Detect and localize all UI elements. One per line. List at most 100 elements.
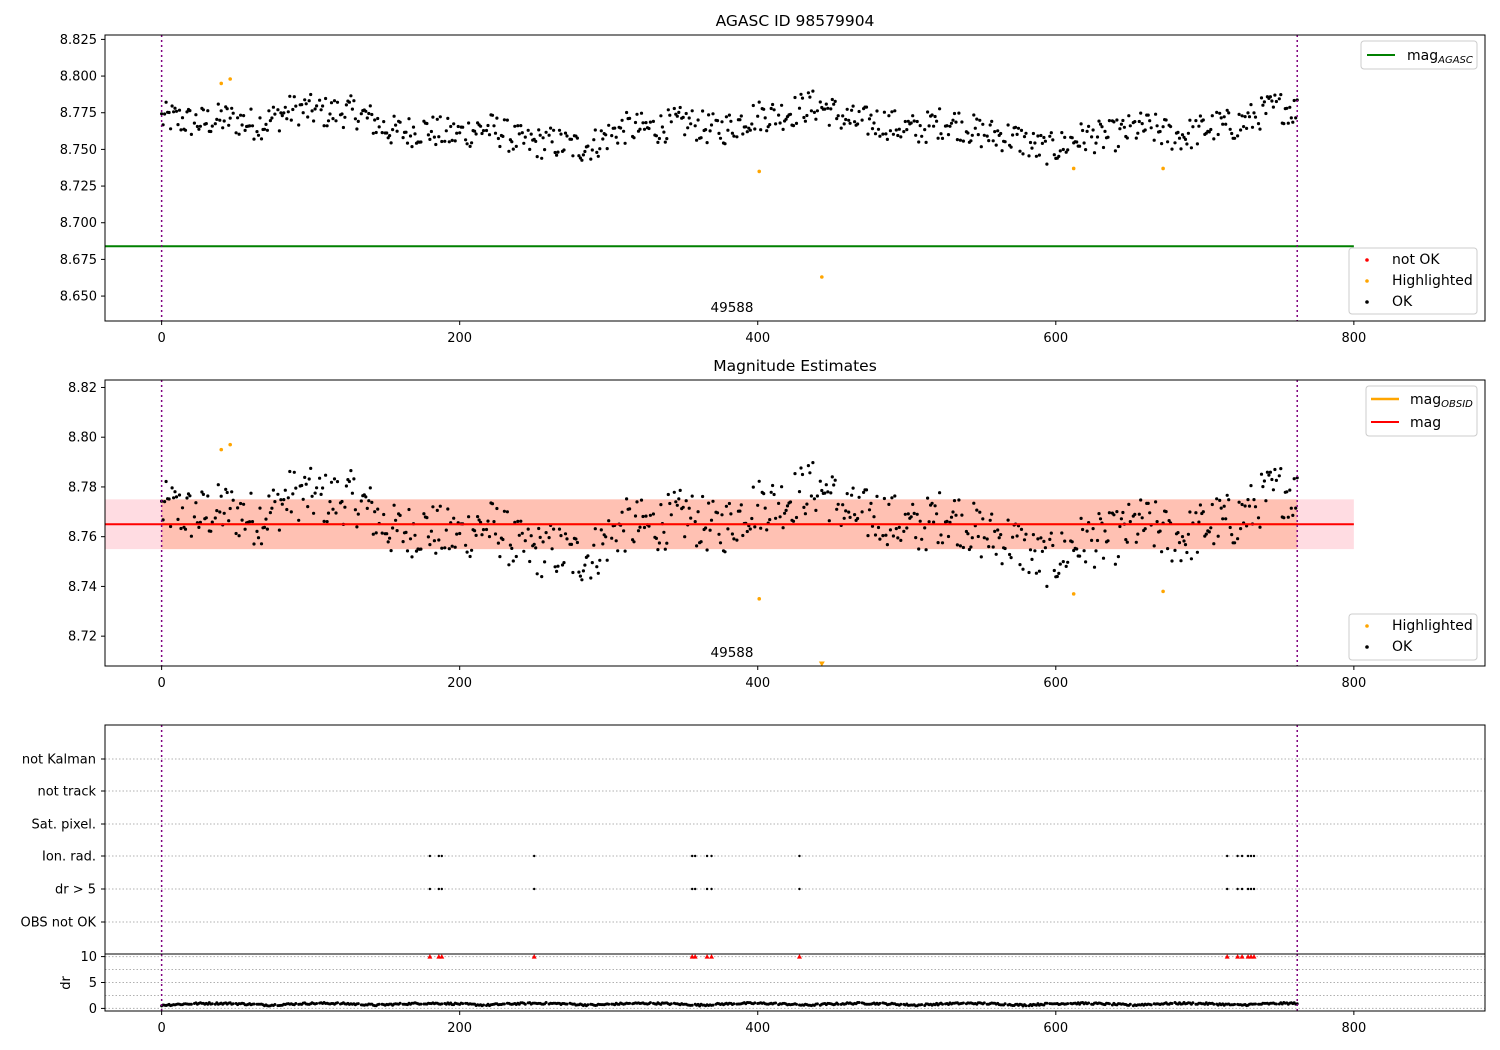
ok-point [213,122,217,126]
ok-point [487,535,492,539]
ok-point [1285,490,1289,494]
ok-point [446,116,450,120]
ok-point [799,466,803,470]
ok-point [352,477,356,481]
ok-point [385,532,389,536]
ok-point [709,518,714,522]
ok-point [891,132,896,136]
highlighted-point [1161,166,1165,171]
ok-point [1078,144,1082,148]
dr-clipped-marker [439,954,445,959]
flag-point [710,887,713,891]
dr-clipped-marker [704,954,710,959]
ok-point [802,505,806,509]
ok-point [535,155,539,159]
ok-point [464,543,468,547]
ok-point [818,479,822,483]
ok-point [273,500,277,504]
ok-point [988,518,992,522]
ok-point [759,526,763,530]
ok-point [540,575,544,579]
ok-point [1021,567,1025,571]
ok-point [1113,562,1117,566]
ok-point [565,134,569,138]
ok-point [1253,505,1258,509]
ok-point [1166,140,1170,144]
ok-point [1236,134,1240,138]
ok-point [1095,538,1100,543]
ok-point [853,120,857,124]
ok-point [708,129,712,133]
ok-point [408,537,413,541]
dr-point [544,1001,548,1004]
ok-point [887,114,891,118]
ok-point [912,511,916,515]
ok-point [717,532,721,536]
ok-point [277,528,281,532]
ok-point [665,137,669,141]
ok-point [197,127,201,131]
dr-point [607,1002,611,1006]
ok-point [1027,154,1031,158]
ok-point [213,516,217,520]
ok-point [869,113,873,117]
ok-point [809,494,814,498]
ok-point [893,109,897,113]
ok-point [853,513,857,517]
ok-point [1148,511,1152,515]
x-tick-label: 200 [447,331,472,346]
ok-point [856,516,860,521]
ok-point [493,131,498,135]
ok-point [228,116,232,120]
ok-point [896,536,900,540]
legend-frame [1348,613,1478,661]
ok-point [556,564,560,568]
ok-point [695,544,699,548]
ok-point [711,112,715,116]
ok-point [1259,472,1264,476]
ok-point [277,129,281,133]
dr-point [753,1001,757,1005]
legend-label-ok: OK [1392,639,1413,655]
ok-point [969,139,973,143]
ok-point [793,95,797,100]
ok-point [864,105,869,109]
ok-point [501,134,505,138]
ok-point [306,115,310,119]
ok-point [307,477,311,481]
flag-point [1246,887,1250,891]
ok-point [648,120,653,124]
ok-point [537,128,541,132]
flag-point [690,854,694,858]
ok-point [732,134,736,138]
ok-point [1030,146,1034,150]
ok-point [806,91,811,95]
ok-point [374,130,378,135]
ok-point [1186,131,1190,135]
ok-point [1116,555,1120,559]
ok-point [455,131,459,135]
ok-point [1060,531,1064,535]
ok-point [1078,554,1082,558]
ok-point [1261,103,1265,107]
ok-point [312,511,316,515]
ok-point [520,131,524,135]
ok-point [1063,539,1067,543]
ok-point [806,464,811,468]
ok-point [620,118,624,122]
ok-point [210,124,214,128]
ok-point [918,519,922,523]
dr-point [377,1002,381,1006]
ok-point [334,119,338,123]
ok-point [407,507,411,512]
ok-point [1180,133,1185,137]
ok-point [675,114,679,118]
ok-point [803,512,808,516]
ok-point [300,103,304,107]
ok-point [1240,502,1244,507]
ok-point [589,576,593,580]
ok-point [1195,550,1199,554]
dr-point [398,1001,402,1005]
ok-point [575,136,580,140]
ok-point [382,512,386,517]
